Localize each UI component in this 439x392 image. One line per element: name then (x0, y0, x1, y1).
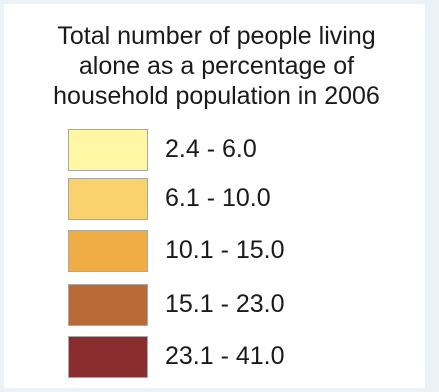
legend-item: 23.1 - 41.0 (68, 336, 388, 384)
legend-swatch (68, 284, 148, 326)
legend-label: 23.1 - 41.0 (165, 342, 285, 370)
legend-label: 15.1 - 23.0 (165, 290, 285, 318)
legend-label: 10.1 - 15.0 (165, 236, 285, 264)
legend-item: 10.1 - 15.0 (68, 230, 388, 278)
legend-item: 6.1 - 10.0 (68, 178, 388, 226)
legend-title: Total number of people living alone as a… (53, 22, 380, 110)
map-legend: Total number of people living alone as a… (4, 4, 425, 388)
legend-swatch (68, 230, 148, 272)
legend-swatch (68, 129, 148, 171)
legend-swatch (68, 336, 148, 378)
legend-label: 2.4 - 6.0 (165, 135, 257, 163)
legend-item: 15.1 - 23.0 (68, 284, 388, 332)
legend-item: 2.4 - 6.0 (68, 129, 388, 177)
legend-label: 6.1 - 10.0 (165, 184, 271, 212)
legend-swatch (68, 178, 148, 220)
